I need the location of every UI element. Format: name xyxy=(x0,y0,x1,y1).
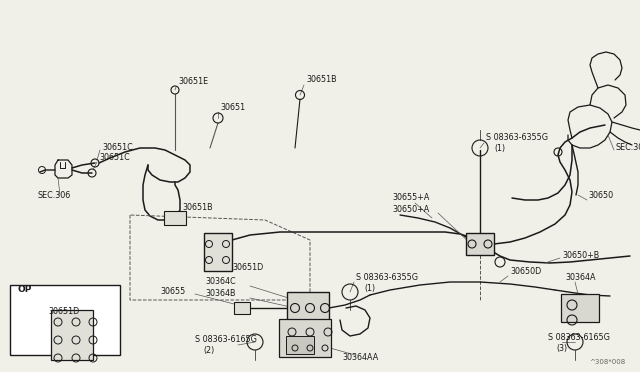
Text: 30651B: 30651B xyxy=(306,76,337,84)
Text: S 08363-6355G: S 08363-6355G xyxy=(356,273,418,282)
Text: S 08363-6355G: S 08363-6355G xyxy=(486,134,548,142)
Text: 30651E: 30651E xyxy=(178,77,208,87)
Text: 30651B: 30651B xyxy=(182,203,212,212)
Text: 30650+A: 30650+A xyxy=(392,205,429,215)
Text: 30364B: 30364B xyxy=(205,289,236,298)
Text: 30364AA: 30364AA xyxy=(342,353,378,362)
Bar xyxy=(561,294,599,322)
Bar xyxy=(51,310,93,360)
Text: S 08363-6165G: S 08363-6165G xyxy=(548,334,610,343)
Bar xyxy=(10,285,120,355)
Text: 30650: 30650 xyxy=(588,192,613,201)
Text: 30364C: 30364C xyxy=(205,278,236,286)
Text: SEC.305: SEC.305 xyxy=(615,144,640,153)
Text: (3): (3) xyxy=(556,343,567,353)
Text: (1): (1) xyxy=(364,283,375,292)
Text: OP: OP xyxy=(18,285,33,295)
Text: 30364A: 30364A xyxy=(565,273,595,282)
Bar xyxy=(286,336,314,354)
Bar xyxy=(234,302,250,314)
Text: 30655+A: 30655+A xyxy=(392,193,429,202)
Bar xyxy=(204,233,232,271)
Text: S 08363-6165G: S 08363-6165G xyxy=(195,336,257,344)
Bar xyxy=(287,292,329,324)
Text: 30650D: 30650D xyxy=(510,267,541,276)
Bar xyxy=(466,233,494,255)
Text: SEC.306: SEC.306 xyxy=(38,190,71,199)
Bar xyxy=(164,211,186,225)
Text: 30651C: 30651C xyxy=(102,142,132,151)
Bar xyxy=(279,319,331,357)
Text: 30655: 30655 xyxy=(160,288,185,296)
Text: (2): (2) xyxy=(203,346,214,355)
Text: 30651C: 30651C xyxy=(99,154,130,163)
Text: 30651D: 30651D xyxy=(232,263,263,273)
Text: ^308*008: ^308*008 xyxy=(589,359,625,365)
Text: (1): (1) xyxy=(494,144,505,153)
Text: 30650+B: 30650+B xyxy=(562,250,599,260)
Text: 30651: 30651 xyxy=(220,103,245,112)
Text: 30651D: 30651D xyxy=(48,308,79,317)
